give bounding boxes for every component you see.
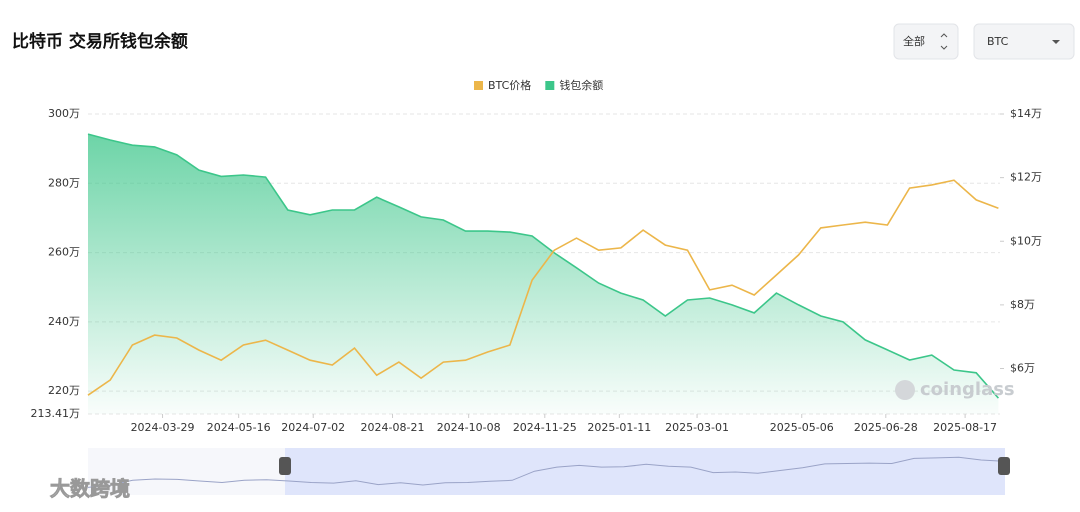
range-button[interactable]: [893, 23, 959, 60]
range-label: 全部: [903, 34, 925, 48]
navigator-line: [87, 456, 1004, 488]
x-tick-label: 2025-01-11: [587, 421, 651, 434]
coin-select[interactable]: [973, 23, 1075, 60]
range-icon: [940, 33, 948, 50]
x-tick-label: 2024-11-25: [513, 421, 577, 434]
x-tick-label: 2024-08-21: [361, 421, 425, 434]
legend-swatch: [545, 81, 555, 90]
y-tick-label: 213.41万: [31, 407, 81, 420]
x-tick-label: 2024-05-16: [207, 421, 271, 434]
watermark-icon: [895, 380, 915, 400]
navigator-handle[interactable]: [279, 457, 291, 475]
y2-tick-label: $10万: [1010, 234, 1042, 247]
legend-label: 钱包余额: [559, 78, 603, 92]
legend-swatch: [474, 81, 483, 90]
watermark: coinglass: [920, 379, 1015, 400]
x-tick-label: 2025-03-01: [665, 421, 729, 434]
y2-tick-label: $8万: [1010, 298, 1035, 311]
coin-icon: [1052, 40, 1060, 44]
plot: 300万 280万 260万 240万 220万 213.41万 $14万 $12万 $10万 $…: [31, 107, 1043, 434]
navigator-handle[interactable]: [998, 457, 1010, 475]
y-tick-label: 240万: [48, 315, 80, 328]
series-line: [87, 179, 999, 396]
x-tick-label: 2025-06-28: [854, 421, 918, 434]
navigator-window[interactable]: [285, 448, 1005, 495]
x-tick-label: 2024-03-29: [131, 421, 195, 434]
series-line: [87, 133, 1000, 399]
x-tick-label: 2025-08-17: [933, 421, 997, 434]
x-tick-label: 2024-07-02: [281, 421, 345, 434]
y2-tick-label: $6万: [1010, 362, 1035, 375]
x-tick-label: 2025-05-06: [770, 421, 834, 434]
coin-label: BTC: [987, 35, 1009, 48]
legend: BTC价格 钱包余额: [474, 78, 603, 92]
navigator-series: [87, 456, 1004, 488]
y-tick-label: 300万: [48, 107, 80, 120]
legend-label: BTC价格: [488, 78, 531, 92]
y-tick-label: 280万: [48, 176, 80, 189]
y-tick-label: 220万: [48, 384, 80, 397]
chart-title: 比特币 交易所钱包余额: [12, 31, 188, 52]
y2-tick-label: $14万: [1010, 107, 1042, 120]
footer-watermark: 大数跨境: [50, 477, 130, 501]
x-tick-label: 2024-10-08: [437, 421, 501, 434]
y-tick-label: 260万: [48, 246, 80, 259]
area: [88, 134, 999, 414]
y2-tick-label: $12万: [1010, 171, 1042, 184]
